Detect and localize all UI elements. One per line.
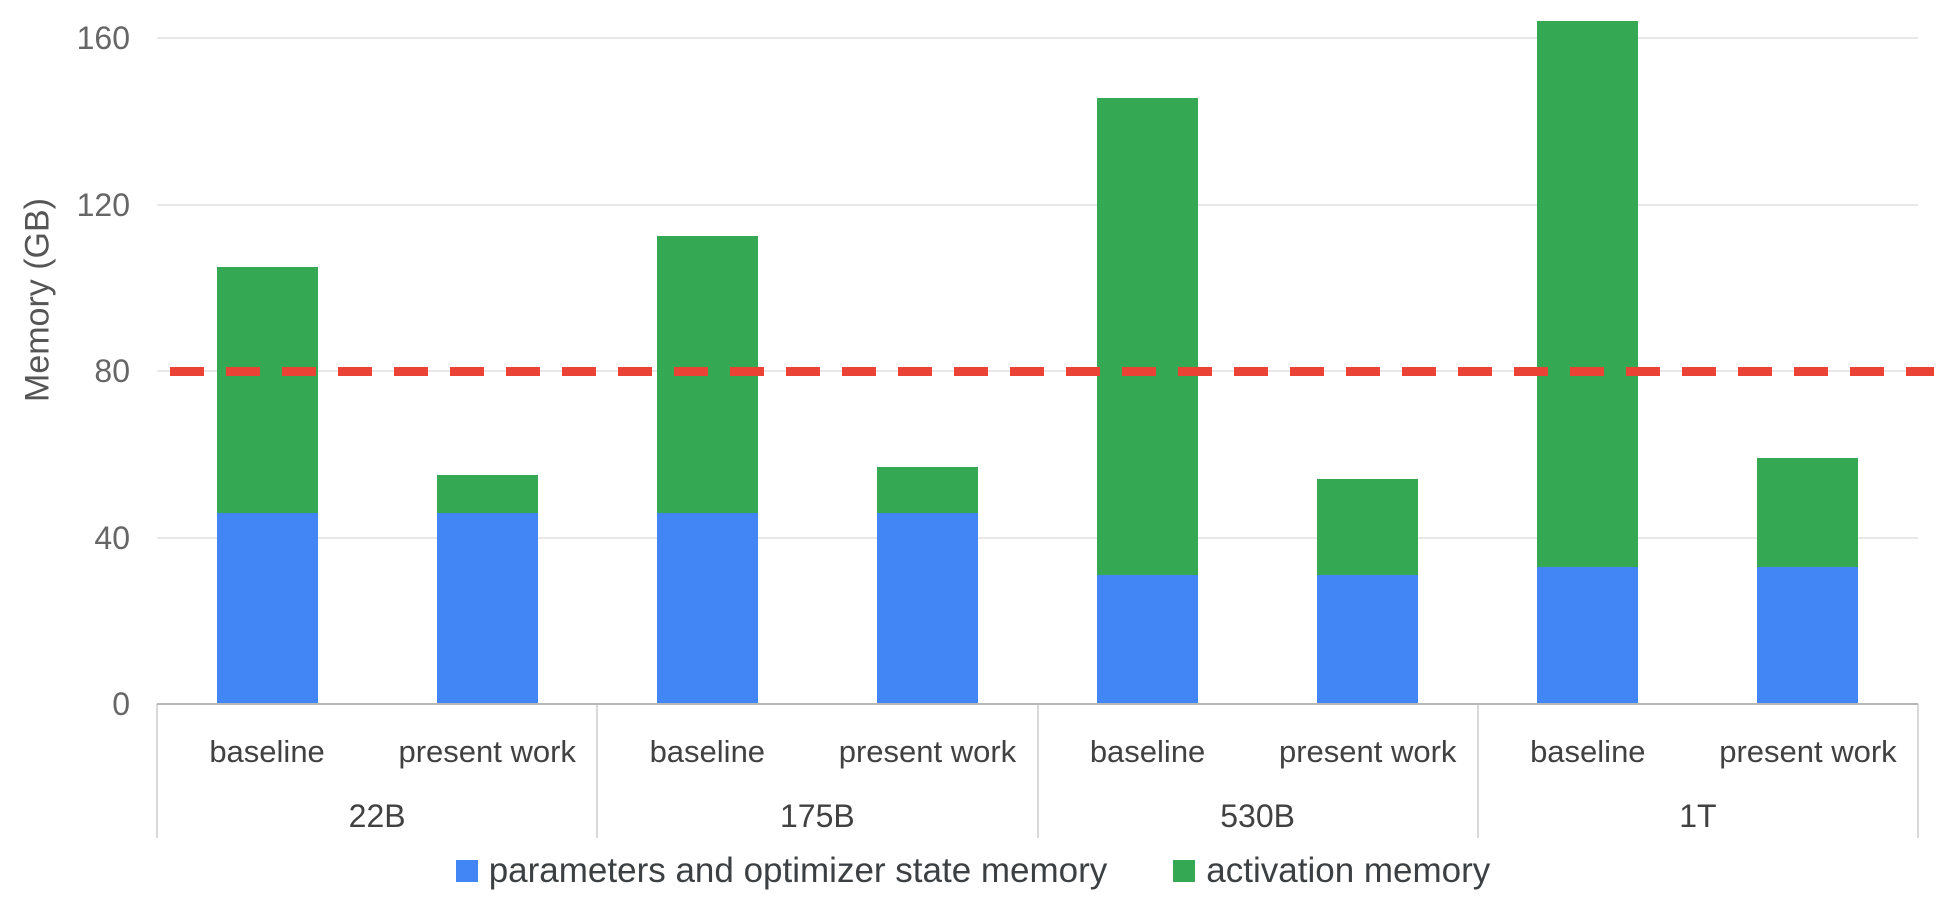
gridline-120: [157, 203, 1918, 206]
x-group-label-22B: 22B: [348, 798, 406, 834]
threshold-line-80gb: [170, 366, 1934, 376]
bar-1T-baseline-params: [1537, 566, 1638, 704]
x-group-label-530B: 530B: [1220, 798, 1295, 834]
legend-label-activation: activation memory: [1206, 851, 1491, 890]
y-tick-label-0: 0: [112, 686, 130, 722]
x-axis-line: [157, 703, 1918, 705]
y-tick-label-160: 160: [76, 20, 130, 56]
params-swatch-icon: [455, 860, 478, 882]
bar-22B-present-work-params: [437, 512, 538, 704]
bar-530B-baseline-activation: [1097, 98, 1198, 575]
bar-22B-baseline-params: [217, 512, 318, 704]
legend: parameters and optimizer state memory ac…: [0, 848, 1946, 894]
x-category-label: present work: [838, 734, 1017, 769]
legend-item-params: parameters and optimizer state memory: [455, 851, 1108, 891]
x-category-label: present work: [1278, 734, 1457, 769]
bar-22B-baseline-activation: [217, 266, 318, 513]
y-tick-label-80: 80: [94, 353, 130, 389]
bar-530B-present-work-params: [1317, 574, 1418, 704]
bar-22B-present-work-activation: [437, 475, 538, 513]
y-tick-label-40: 40: [94, 519, 130, 556]
x-category-label: baseline: [1089, 734, 1206, 769]
category-band-separator: [1037, 704, 1039, 838]
x-category-label: present work: [1719, 734, 1897, 769]
legend-item-activation: activation memory: [1173, 851, 1490, 891]
bar-175B-present-work-activation: [877, 466, 978, 513]
x-category-label: baseline: [649, 734, 766, 769]
gridline-40: [157, 536, 1918, 539]
x-category-label: present work: [398, 734, 576, 769]
x-category-label: baseline: [209, 734, 325, 769]
bar-530B-baseline-params: [1097, 574, 1198, 704]
x-category-label: baseline: [1530, 734, 1646, 769]
legend-label-params: parameters and optimizer state memory: [488, 851, 1108, 890]
y-tick-label-120: 120: [76, 186, 130, 223]
category-band-separator: [596, 704, 598, 838]
x-group-label-1T: 1T: [1679, 798, 1717, 834]
bar-530B-present-work-activation: [1317, 479, 1418, 575]
bar-175B-present-work-params: [877, 512, 978, 704]
category-band-separator: [1477, 704, 1479, 838]
bar-1T-baseline-activation: [1537, 21, 1638, 567]
bar-175B-baseline-params: [657, 512, 758, 704]
bar-1T-present-work-activation: [1757, 458, 1858, 567]
gridline-160: [157, 37, 1918, 39]
activation-swatch-icon: [1173, 860, 1196, 882]
category-band-separator: [156, 704, 158, 838]
category-band-separator: [1917, 704, 1919, 838]
x-group-label-175B: 175B: [780, 798, 855, 834]
bar-1T-present-work-params: [1757, 566, 1858, 704]
